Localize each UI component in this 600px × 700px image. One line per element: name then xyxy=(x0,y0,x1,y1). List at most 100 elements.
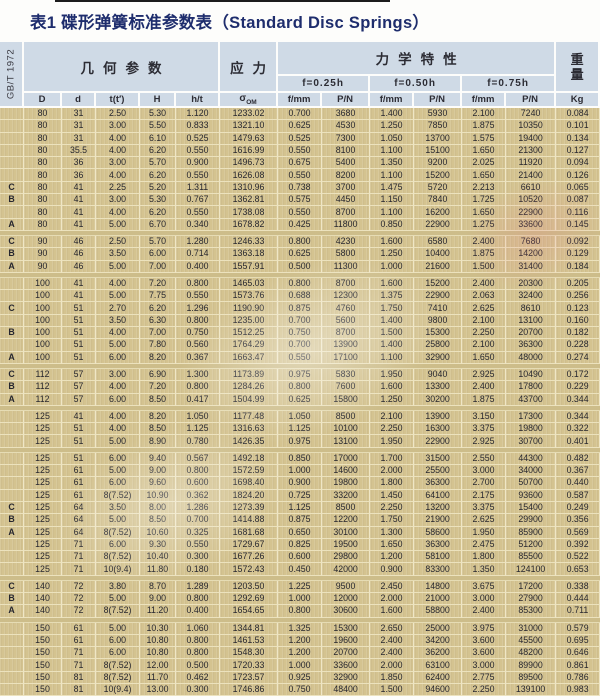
cell-P_050h: 58600 xyxy=(414,526,463,539)
cell-kg: 0.087 xyxy=(556,194,600,207)
cell-P_075h: 44300 xyxy=(506,452,557,466)
cell-P_075h: 10520 xyxy=(506,194,557,207)
cell-D: 80 xyxy=(24,169,62,182)
cell-f_050h: 1.100 xyxy=(370,351,415,364)
cell-kg: 0.401 xyxy=(556,435,600,448)
cell-sigma_om: 1310.96 xyxy=(220,181,279,195)
cell-P_075h: 11920 xyxy=(506,157,557,170)
cell-kg: 0.182 xyxy=(556,327,600,340)
cell-P_075h: 7680 xyxy=(506,235,557,249)
cell-f_050h: 2.000 xyxy=(370,659,415,672)
cell-kg: 0.084 xyxy=(556,108,600,121)
table-body: 80 31 2.50 5.30 1.120 1233.02 0.700 3680 1.400 59… xyxy=(0,108,600,697)
cell-f_075h: 3.000 xyxy=(462,592,507,606)
table-row: 100 41 5.00 7.75 0.550 1573.76 0.688 12300 1.375… xyxy=(0,290,600,303)
cell-h_t: 1.120 xyxy=(176,108,221,121)
cell-H: 9.40 xyxy=(140,452,176,466)
cell-sigma_om: 1824.20 xyxy=(220,489,279,502)
table-row: 80 31 3.00 5.50 0.833 1321.10 0.625 4530 1.250 78… xyxy=(0,120,600,133)
cell-sigma_om: 1512.25 xyxy=(220,327,279,340)
cell-h_t: 0.800 xyxy=(176,592,221,606)
table-row: C 100 51 2.70 6.20 1.296 1190.90 0.875 4760 1.750… xyxy=(0,302,600,315)
cell-d: 57 xyxy=(62,393,96,406)
cell-f_075h: 2.175 xyxy=(462,489,507,502)
cell-class xyxy=(0,435,24,448)
cell-t: 10(9.4) xyxy=(96,563,140,576)
cell-P_075h: 15400 xyxy=(506,501,557,515)
cell-d: 61 xyxy=(62,489,96,502)
cell-H: 6.20 xyxy=(140,169,176,182)
cell-d: 72 xyxy=(62,605,96,618)
cell-f_050h: 1.250 xyxy=(370,120,415,133)
cell-class: B xyxy=(0,514,24,527)
cell-H: 10.90 xyxy=(140,489,176,502)
cell-t: 6.00 xyxy=(96,393,140,406)
cell-D: 80 xyxy=(24,181,62,195)
table-row: 100 41 4.00 7.20 0.800 1465.03 0.800 8700 1.600 1… xyxy=(0,277,600,291)
cell-P_050h: 22900 xyxy=(414,290,463,303)
cell-f_075h: 2.100 xyxy=(462,108,507,121)
cell-P_075h: 21400 xyxy=(506,169,557,182)
cell-f_075h: 1.650 xyxy=(462,169,507,182)
group-header-geometry: 几何参数 xyxy=(24,42,221,93)
cell-H: 8.50 xyxy=(140,514,176,527)
cell-class xyxy=(0,452,24,466)
cell-H: 9.60 xyxy=(140,477,176,490)
cell-class: C xyxy=(0,580,24,593)
cell-P_025h: 19800 xyxy=(322,477,371,490)
standard-number-label: GB/T 1972 xyxy=(0,42,24,108)
cell-D: 100 xyxy=(24,302,62,315)
group-gap-row xyxy=(0,272,600,278)
cell-f_025h: 0.700 xyxy=(278,314,323,328)
cell-h_t: 0.767 xyxy=(176,194,221,207)
cell-f_025h: 1.125 xyxy=(278,423,323,436)
cell-h_t: 0.800 xyxy=(176,634,221,648)
cell-D: 100 xyxy=(24,351,62,364)
cell-sigma_om: 1504.99 xyxy=(220,393,279,406)
cell-f_075h: 2.625 xyxy=(462,514,507,527)
cell-d: 57 xyxy=(62,381,96,394)
cell-P_050h: 83300 xyxy=(414,563,463,576)
cell-P_075h: 29900 xyxy=(506,514,557,527)
cell-f_025h: 1.050 xyxy=(278,410,323,424)
cell-P_050h: 25500 xyxy=(414,465,463,478)
cell-sigma_om: 1321.10 xyxy=(220,120,279,133)
table-row: 125 61 6.00 9.60 0.600 1698.40 0.900 19800 1.800… xyxy=(0,477,600,490)
cell-P_050h: 10400 xyxy=(414,248,463,261)
cell-f_025h: 1.200 xyxy=(278,634,323,648)
cell-P_050h: 9200 xyxy=(414,157,463,170)
cell-h_t: 0.400 xyxy=(176,605,221,618)
cell-P_075h: 85500 xyxy=(506,551,557,564)
cell-f_050h: 1.500 xyxy=(370,684,415,697)
cell-P_025h: 17000 xyxy=(322,452,371,466)
cell-f_075h: 3.150 xyxy=(462,410,507,424)
cell-H: 7.20 xyxy=(140,381,176,394)
disc-spring-parameter-table: GB/T 1972 几何参数 应力 力学特性 重量 f=0.25h f=0.50… xyxy=(0,42,600,697)
cell-P_050h: 21000 xyxy=(414,592,463,606)
cell-P_050h: 58800 xyxy=(414,605,463,618)
cell-h_t: 0.800 xyxy=(176,277,221,291)
cell-t: 3.50 xyxy=(96,314,140,328)
cell-f_075h: 3.375 xyxy=(462,423,507,436)
cell-H: 11.20 xyxy=(140,605,176,618)
cell-h_t: 0.550 xyxy=(176,538,221,552)
cell-h_t: 1.289 xyxy=(176,580,221,593)
cell-P_075h: 85900 xyxy=(506,526,557,539)
cell-t: 6.00 xyxy=(96,452,140,466)
cell-d: 41 xyxy=(62,181,96,195)
cell-d: 41 xyxy=(62,194,96,207)
cell-kg: 0.205 xyxy=(556,277,600,291)
cell-f_025h: 1.225 xyxy=(278,580,323,593)
cell-P_075h: 21300 xyxy=(506,144,557,158)
cell-H: 5.50 xyxy=(140,120,176,133)
cell-h_t: 1.311 xyxy=(176,181,221,195)
cell-H: 10.80 xyxy=(140,647,176,660)
cell-f_025h: 0.825 xyxy=(278,538,323,552)
column-header: P/N xyxy=(506,93,557,108)
cell-P_025h: 14600 xyxy=(322,465,371,478)
cell-P_050h: 15300 xyxy=(414,327,463,340)
cell-D: 90 xyxy=(24,260,62,273)
cell-d: 51 xyxy=(62,351,96,364)
cell-P_025h: 3700 xyxy=(322,181,371,195)
cell-P_050h: 64100 xyxy=(414,489,463,502)
